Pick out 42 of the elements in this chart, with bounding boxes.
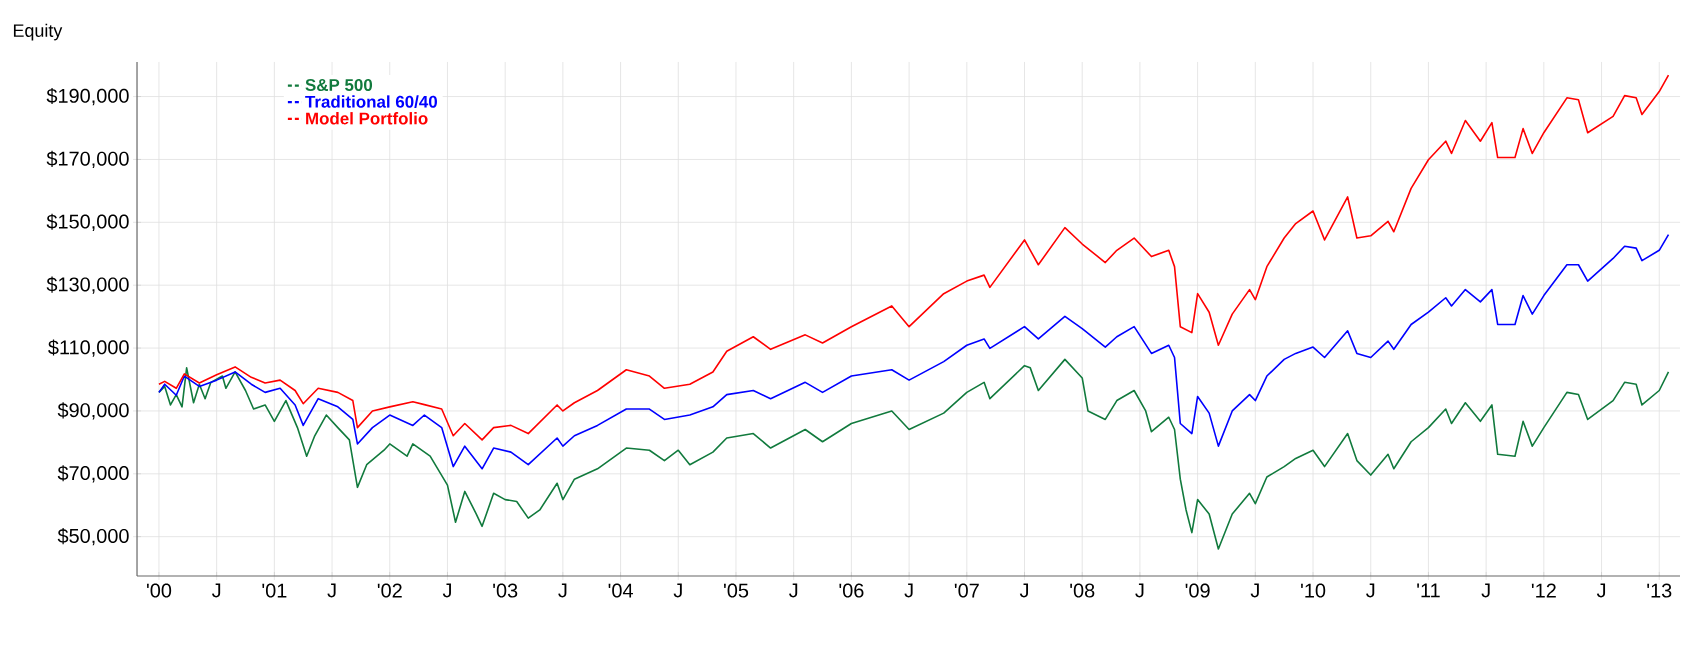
y-tick-label: $110,000 <box>48 339 129 357</box>
x-tick-label: '02 <box>377 583 402 598</box>
x-tick-label: '07 <box>954 583 979 598</box>
x-tick-label: '05 <box>724 583 749 598</box>
x-tick-label: '11 <box>1417 583 1440 598</box>
x-tick-label: J <box>904 583 913 598</box>
x-tick-label: J <box>1019 583 1028 598</box>
x-tick-label: '12 <box>1531 583 1556 598</box>
x-tick-label: J <box>1596 583 1606 598</box>
x-tick-label: J <box>442 583 451 598</box>
legend-label: Model Portfolio <box>306 112 428 125</box>
x-tick-label: J <box>558 583 567 598</box>
line-series <box>158 358 1670 550</box>
legend-label: Traditional 60/40 <box>305 95 437 108</box>
x-tick-label: '03 <box>493 583 518 598</box>
x-tick-label: J <box>673 583 682 598</box>
x-tick-label: '10 <box>1301 583 1326 598</box>
y-tick-label: $50,000 <box>57 528 129 546</box>
x-tick-label: J <box>1135 583 1144 598</box>
x-tick-label: J <box>1481 583 1490 598</box>
x-tick-label: J <box>1250 583 1259 598</box>
line-series <box>158 74 1670 441</box>
y-tick-label: $170,000 <box>46 150 129 169</box>
x-tick-label: '13 <box>1647 583 1672 598</box>
x-tick-label: J <box>789 583 798 598</box>
y-tick-label: $130,000 <box>46 276 129 294</box>
x-tick-label: J <box>327 583 336 598</box>
legend-label: S&P 500 <box>305 79 373 92</box>
y-tick-label: $150,000 <box>46 213 129 231</box>
y-axis-title: Equity <box>13 23 63 41</box>
x-tick-label: '06 <box>839 583 864 598</box>
x-tick-label: '00 <box>146 583 172 598</box>
x-tick-label: '08 <box>1070 583 1095 598</box>
x-tick-label: '04 <box>608 583 633 598</box>
x-tick-label: J <box>1366 583 1375 598</box>
y-tick-label: $70,000 <box>57 465 129 483</box>
line-series <box>158 233 1670 470</box>
x-tick-label: '09 <box>1185 583 1210 598</box>
y-tick-label: $90,000 <box>57 402 129 420</box>
x-tick-label: '01 <box>262 583 287 598</box>
y-tick-label: $190,000 <box>46 87 129 106</box>
x-tick-label: J <box>211 583 221 598</box>
